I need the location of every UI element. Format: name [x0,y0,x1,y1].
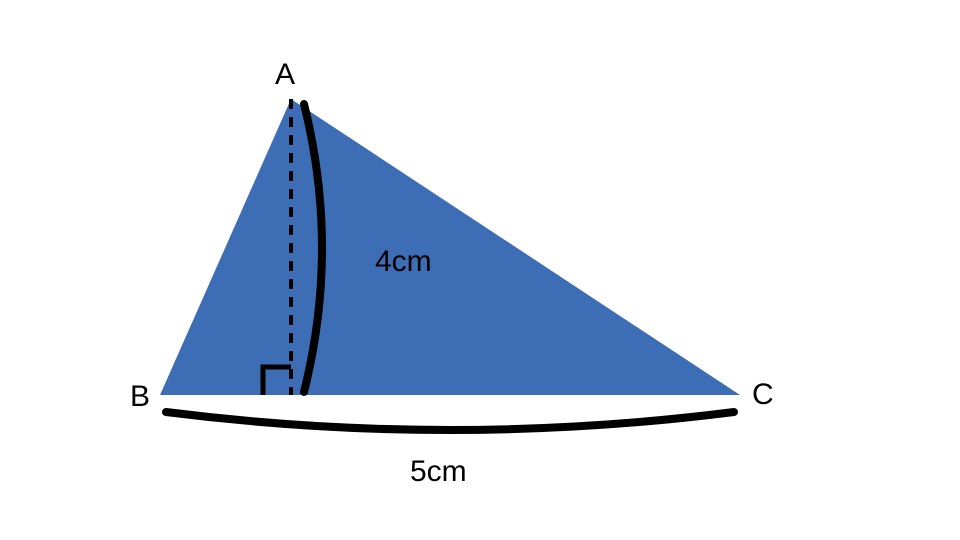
vertex-label-a: A [275,58,295,92]
base-label: 5cm [410,455,467,489]
height-label: 4cm [375,245,432,279]
vertex-label-c: C [752,378,774,412]
triangle-shape [160,99,740,395]
diagram-svg [0,0,960,540]
base-brace [166,412,734,430]
diagram-canvas: A B C 4cm 5cm [0,0,960,540]
vertex-label-b: B [130,380,150,414]
